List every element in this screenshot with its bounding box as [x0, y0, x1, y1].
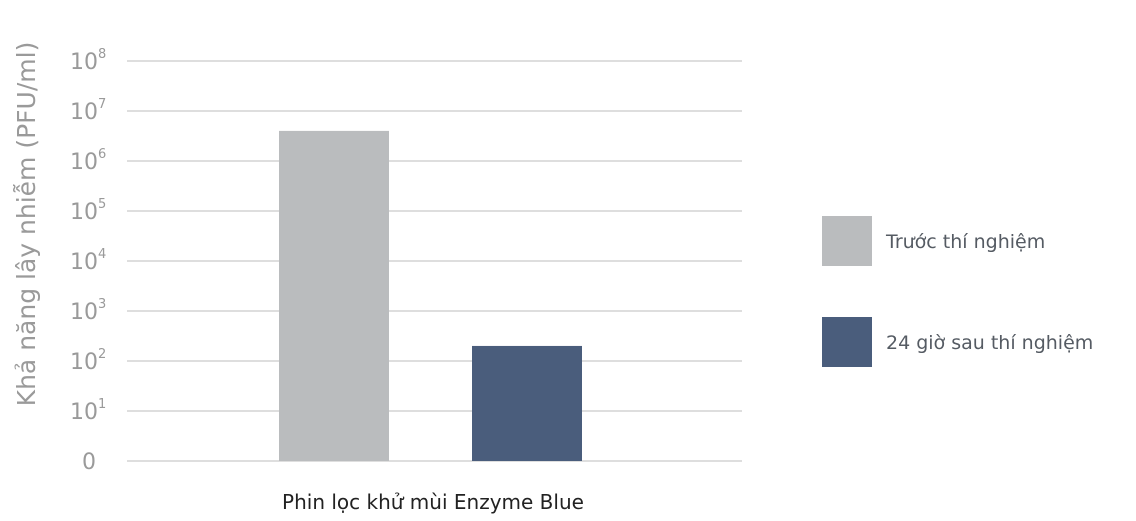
y-tick-base: 10 [70, 350, 98, 375]
gridlines [127, 60, 742, 462]
y-tick-exponent: 4 [98, 247, 106, 262]
y-tick-label: 103 [70, 297, 106, 325]
y-tick-label: 106 [70, 147, 106, 175]
y-tick-exponent: 7 [98, 97, 106, 112]
legend-label: 24 giờ sau thí nghiệm [886, 332, 1093, 354]
y-tick-base: 0 [82, 450, 96, 475]
y-tick-exponent: 3 [98, 297, 106, 312]
y-tick-exponent: 6 [98, 147, 106, 162]
y-tick-exponent: 2 [98, 347, 106, 362]
y-tick-label: 107 [70, 97, 106, 125]
y-tick-base: 10 [70, 100, 98, 125]
bar-after [472, 345, 582, 461]
y-axis-title: Khả năng lây nhiễm (PFU/ml) [12, 42, 41, 407]
y-tick-label: 102 [70, 347, 106, 375]
legend-label: Trước thí nghiệm [885, 231, 1045, 253]
y-tick-exponent: 1 [98, 397, 106, 412]
x-category-label: Phin lọc khử mùi Enzyme Blue [282, 490, 584, 514]
y-tick-exponent: 5 [98, 197, 106, 212]
y-tick-exponent: 8 [98, 47, 106, 62]
legend: Trước thí nghiệm 24 giờ sau thí nghiệm [822, 216, 1093, 367]
y-tick-label: 104 [70, 247, 106, 275]
y-tick-label: 108 [70, 47, 106, 75]
y-tick-base: 10 [70, 200, 98, 225]
bars [279, 130, 582, 461]
y-tick-base: 10 [70, 50, 98, 75]
y-tick-label: 0 [82, 450, 96, 475]
y-tick-base: 10 [70, 250, 98, 275]
y-tick-base: 10 [70, 400, 98, 425]
legend-swatch [822, 317, 872, 367]
legend-swatch [822, 216, 872, 266]
bar-before [279, 130, 389, 461]
y-tick-base: 10 [70, 300, 98, 325]
y-tick-label: 101 [70, 397, 106, 425]
y-tick-label: 105 [70, 197, 106, 225]
y-tick-base: 10 [70, 150, 98, 175]
